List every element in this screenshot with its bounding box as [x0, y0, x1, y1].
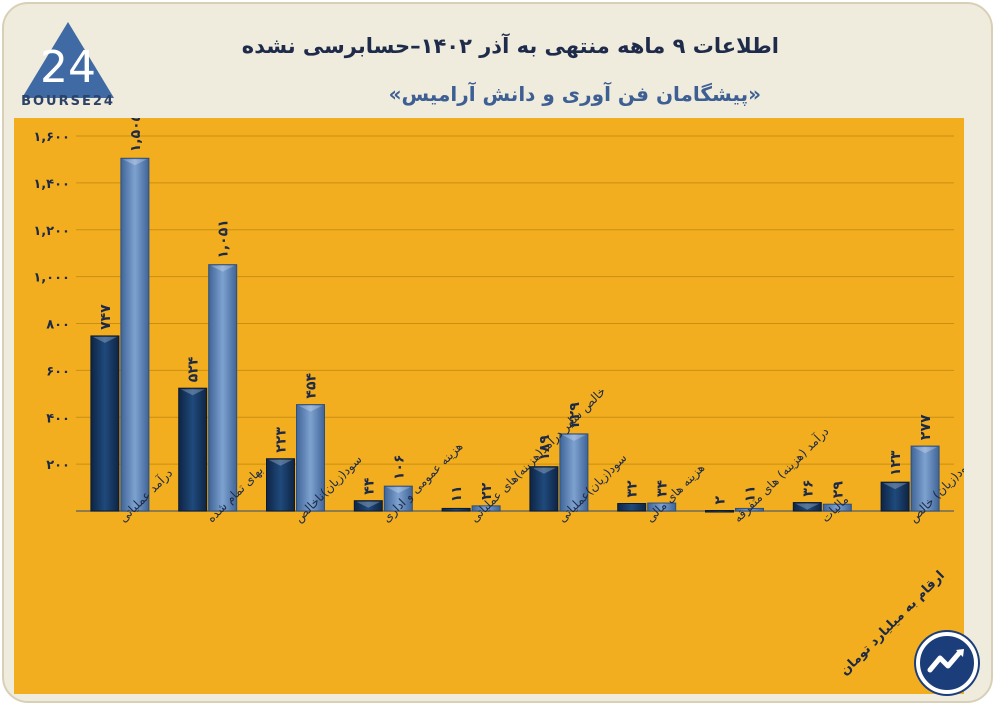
- bar-previous: [880, 481, 910, 512]
- data-label: ۱,۵۰۵: [128, 118, 144, 152]
- bar-current: [822, 503, 852, 512]
- company-name: «پیشگامان فن آوری و دانش آرامیس»: [388, 82, 761, 106]
- data-label: ۳۲۹: [567, 402, 583, 428]
- x-tick-label: هزینه عمومی و اداری: [380, 439, 467, 526]
- logo-digits: 24: [40, 42, 96, 93]
- y-tick-label: ۲۰۰: [46, 458, 70, 473]
- bar-chart: ۲۰۰ ۴۰۰ ۶۰۰ ۸۰۰ ۱,۰۰۰ ۱,۲۰۰ ۱,۴۰۰ ۱,۶۰۰ ۷۴۷ ۱,۵۰۵…: [33, 118, 964, 526]
- bar-current: [559, 433, 589, 512]
- bar-previous: [266, 458, 295, 512]
- data-label: ۵۲۴: [186, 356, 202, 382]
- bar-highlight: [92, 336, 117, 343]
- bar-current: [735, 507, 764, 512]
- brand-name: BOURSE24: [21, 94, 115, 109]
- x-tick-label: هزینه های مالی: [643, 461, 708, 526]
- data-label: ۲: [713, 496, 729, 505]
- y-tick-label: ۸۰۰: [46, 318, 70, 333]
- bar-current: [910, 445, 940, 512]
- bar-current: [296, 404, 325, 512]
- bar-previous: [705, 510, 734, 513]
- bar-highlight: [180, 389, 205, 396]
- data-label: ۳۲: [625, 480, 641, 498]
- data-label: ۳۴: [655, 479, 671, 497]
- bar-highlight: [210, 265, 235, 272]
- bar-previous: [90, 335, 120, 512]
- bar-current: [208, 264, 238, 512]
- bar-highlight: [386, 487, 411, 494]
- y-tick-label: ۴۰۰: [46, 411, 70, 426]
- data-label: ۲۷۷: [918, 414, 934, 440]
- plot-area: ۲۰۰ ۴۰۰ ۶۰۰ ۸۰۰ ۱,۰۰۰ ۱,۲۰۰ ۱,۴۰۰ ۱,۶۰۰ ۷۴۷ ۱,۵۰۵…: [14, 118, 964, 694]
- bar-current: [647, 502, 677, 512]
- bar-current: [383, 485, 413, 512]
- bar-highlight: [883, 483, 908, 490]
- bar-highlight: [795, 503, 820, 510]
- y-tick-label: ۱,۴۰۰: [33, 177, 70, 192]
- y-tick-label: ۱,۶۰۰: [33, 130, 70, 145]
- data-label: ۱۱: [449, 485, 465, 502]
- data-label: ۲۲: [479, 482, 495, 500]
- bar-current: [471, 505, 501, 512]
- bar-previous: [441, 507, 471, 512]
- data-label: ۲۲۳: [274, 427, 290, 453]
- bar-highlight: [356, 501, 381, 508]
- bar-previous: [178, 387, 208, 512]
- bar-previous: [353, 500, 383, 512]
- bar-previous: [792, 502, 822, 512]
- bar-highlight: [913, 447, 938, 454]
- data-label: ۴۴: [361, 477, 377, 495]
- data-label: ۱۱: [743, 485, 759, 502]
- bar-highlight: [268, 459, 293, 466]
- bar-highlight: [298, 405, 323, 412]
- data-label: ۳۶: [800, 479, 816, 496]
- data-label: ۱۸۹: [537, 435, 553, 461]
- trend-badge-icon: [916, 632, 978, 694]
- bar-highlight: [531, 467, 556, 474]
- data-label: ۱,۰۵۱: [216, 219, 232, 259]
- y-tick-label: ۱,۲۰۰: [33, 224, 70, 239]
- bourse24-logo-icon: 24: [22, 22, 114, 98]
- data-label: ۱۲۳: [888, 450, 904, 476]
- bar-previous: [617, 503, 647, 512]
- bar-current: [120, 157, 150, 512]
- data-label: ۱۰۶: [391, 455, 407, 481]
- data-label: ۷۴۷: [98, 304, 114, 330]
- bar-highlight: [122, 159, 147, 166]
- data-label: ۴۵۴: [304, 373, 320, 399]
- data-label: ۲۹: [830, 481, 846, 499]
- bar-highlight: [561, 434, 586, 441]
- y-tick-label: ۱,۰۰۰: [33, 271, 70, 286]
- y-tick-label: ۶۰۰: [46, 364, 70, 379]
- chart-title: اطلاعات ۹ ماهه منتهی به آذر ۱۴۰۲–حسابرسی…: [241, 34, 779, 58]
- bar-previous: [529, 466, 559, 512]
